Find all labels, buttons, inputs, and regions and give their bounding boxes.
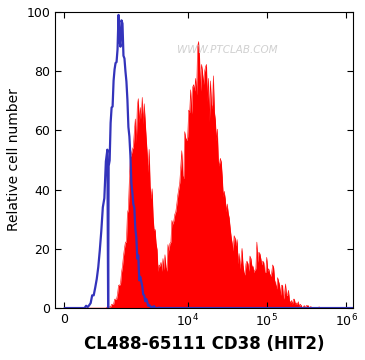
X-axis label: CL488-65111 CD38 (HIT2): CL488-65111 CD38 (HIT2) [84,335,324,353]
Y-axis label: Relative cell number: Relative cell number [7,89,21,231]
Text: WWW.PTCLAB.COM: WWW.PTCLAB.COM [177,45,278,55]
